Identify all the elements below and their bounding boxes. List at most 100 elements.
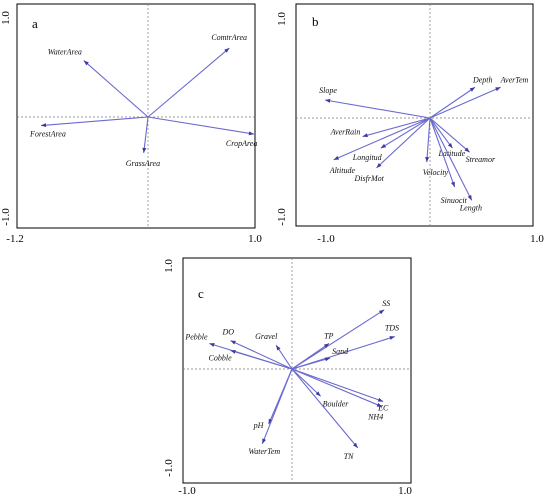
panel-b: b -1.0 1.0 1.0 -1.0 Slope Depth AverTem AverRain…	[276, 3, 544, 245]
arrowhead	[230, 340, 236, 345]
arrowhead	[248, 131, 254, 136]
vector-label: Longitud	[352, 153, 383, 162]
vector-label: Boulder	[323, 399, 350, 408]
vector-label: Sand	[332, 347, 349, 356]
x-tick-label: 1.0	[398, 485, 412, 497]
vector-altitude: Altitude	[329, 117, 431, 175]
vector-label: AverTem	[500, 75, 529, 84]
vector-depth: Depth	[429, 75, 493, 119]
panel-letter: c	[198, 286, 204, 301]
arrowhead	[467, 194, 472, 201]
vector-do: DO	[222, 328, 293, 370]
panel-a: a -1.2 1.0 1.0 -1.0 WaterArea ComtrArea ForestA…	[0, 3, 262, 245]
vector-label: Velocity	[423, 168, 449, 177]
arrowhead	[333, 155, 340, 160]
y-tick-label: -1.0	[163, 459, 175, 477]
vector-ec: EC	[291, 368, 389, 412]
vector-line	[147, 47, 230, 118]
arrowhead	[41, 123, 47, 128]
arrowhead	[323, 343, 330, 348]
vector-line	[261, 368, 293, 445]
vector-line	[40, 116, 149, 127]
vector-line	[429, 117, 470, 153]
vector-label: Sinuocit	[441, 196, 468, 205]
y-tick-label: -1.0	[276, 208, 288, 226]
vector-label: Slope	[319, 86, 337, 95]
plot-frame	[295, 3, 534, 227]
vector-gravel: Gravel	[255, 332, 293, 370]
vector-line	[429, 117, 456, 188]
vector-slope: Slope	[319, 86, 431, 119]
arrowhead	[376, 402, 383, 407]
vector-ss: SS	[291, 299, 390, 370]
y-tick-label: 1.0	[163, 259, 175, 273]
vector-line	[291, 357, 331, 370]
vector-label: NH4	[367, 413, 383, 422]
vector-label: Altitude	[329, 166, 356, 175]
vector-line	[147, 116, 255, 135]
plot-frame	[182, 257, 412, 484]
vector-line	[429, 86, 501, 119]
vector-label: TP	[324, 331, 333, 340]
vector-label: DO	[222, 328, 235, 337]
vector-line	[291, 343, 330, 370]
vector-croparea: CropArea	[147, 116, 257, 148]
vector-label: SS	[382, 299, 390, 308]
vector-forestarea: ForestArea	[29, 116, 149, 139]
vector-nh4: NH4	[291, 368, 383, 422]
vector-label: WaterTem	[248, 447, 280, 456]
vector-line	[291, 368, 359, 449]
vector-streamor: Streamor	[429, 117, 496, 164]
vector-line	[230, 340, 293, 370]
panel-c: c -1.0 1.0 1.0 -1.0 SS TDS TP Sand Gravel Pebble DO…	[163, 257, 412, 497]
vector-label: TN	[344, 452, 354, 461]
y-tick-label: -1.0	[0, 208, 12, 226]
vector-line	[230, 349, 293, 370]
y-tick-label: 1.0	[0, 11, 12, 25]
arrowhead	[230, 349, 236, 354]
vector-line	[362, 117, 431, 138]
vector-label: TDS	[385, 324, 399, 333]
plot-frame	[16, 3, 256, 229]
vector-label: Length	[459, 203, 482, 212]
vector-sinuocit: Sinuocit	[429, 117, 468, 205]
vector-longitud: Longitud	[352, 117, 431, 162]
vector-line	[83, 60, 149, 118]
arrowhead	[325, 98, 331, 103]
vector-tn: TN	[291, 368, 359, 461]
vector-latitude: Latitude	[429, 117, 466, 158]
vector-line	[429, 86, 476, 119]
arrowhead	[425, 156, 430, 163]
x-tick-label: -1.0	[317, 233, 335, 245]
vector-cobble: Cobble	[209, 349, 293, 370]
panel-letter: b	[312, 14, 319, 29]
arrowhead	[315, 391, 321, 397]
vector-line	[325, 99, 431, 119]
vector-avertem: AverTem	[429, 75, 529, 119]
arrowhead	[142, 147, 147, 153]
vector-line	[429, 117, 453, 149]
arrowhead	[464, 147, 470, 153]
arrowhead	[469, 87, 475, 92]
vector-line	[291, 368, 383, 408]
vector-label: Latitude	[437, 149, 465, 158]
x-tick-label: -1.2	[6, 233, 23, 245]
vector-length: Length	[429, 117, 482, 212]
arrowhead	[495, 87, 501, 92]
arrowhead	[377, 397, 384, 402]
arrowhead	[451, 181, 455, 188]
arrowhead	[378, 309, 385, 315]
vector-label: AverRain	[330, 128, 361, 137]
arrowhead	[362, 133, 368, 138]
vector-label: ComtrArea	[211, 33, 247, 42]
arrowhead	[447, 142, 453, 149]
vector-boulder: Boulder	[291, 368, 350, 408]
arrowhead	[224, 48, 230, 53]
vector-line	[291, 368, 384, 402]
vector-line	[291, 368, 321, 397]
vector-label: WaterArea	[48, 48, 82, 57]
arrowhead	[209, 343, 215, 347]
vector-line	[426, 117, 431, 163]
vector-line	[291, 309, 385, 370]
